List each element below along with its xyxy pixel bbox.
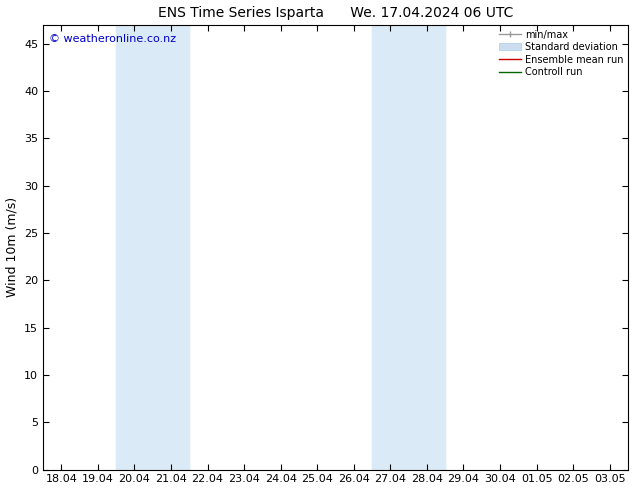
Legend: min/max, Standard deviation, Ensemble mean run, Controll run: min/max, Standard deviation, Ensemble me… (498, 28, 625, 79)
Y-axis label: Wind 10m (m/s): Wind 10m (m/s) (6, 197, 18, 297)
Bar (116, 25, 190, 469)
Text: © weatheronline.co.nz: © weatheronline.co.nz (49, 34, 176, 44)
Bar (372, 25, 445, 469)
Title: ENS Time Series Isparta      We. 17.04.2024 06 UTC: ENS Time Series Isparta We. 17.04.2024 0… (158, 5, 514, 20)
